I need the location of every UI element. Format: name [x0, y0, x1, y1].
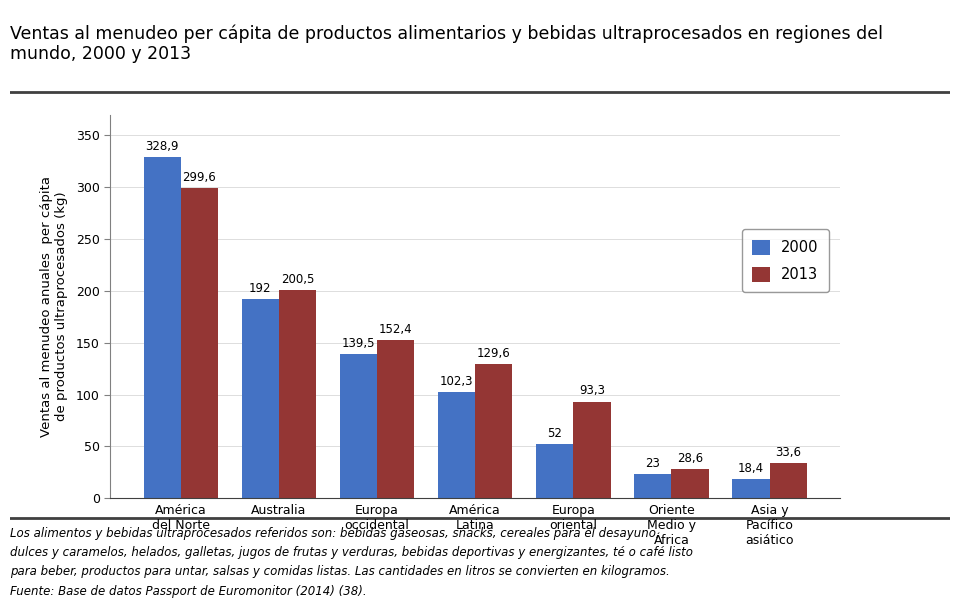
- Bar: [671, 469, 708, 498]
- Bar: [732, 479, 770, 498]
- Text: 33,6: 33,6: [775, 446, 802, 459]
- Text: 18,4: 18,4: [738, 462, 764, 475]
- Bar: [635, 475, 671, 498]
- Text: 328,9: 328,9: [146, 140, 179, 153]
- Bar: [438, 392, 475, 498]
- Text: Ventas al menudeo per cápita de productos alimentarios y bebidas ultraprocesados: Ventas al menudeo per cápita de producto…: [10, 24, 882, 63]
- Text: 192: 192: [249, 282, 272, 295]
- Bar: [573, 402, 611, 498]
- Text: 93,3: 93,3: [579, 384, 605, 397]
- Text: dulces y caramelos, helados, galletas, jugos de frutas y verduras, bebidas depor: dulces y caramelos, helados, galletas, j…: [10, 546, 692, 559]
- Text: 139,5: 139,5: [342, 336, 375, 350]
- Bar: [340, 354, 377, 498]
- Text: 299,6: 299,6: [182, 170, 216, 184]
- Bar: [475, 364, 513, 498]
- Bar: [536, 445, 573, 498]
- Text: 52: 52: [547, 427, 563, 440]
- Text: Fuente: Base de datos Passport de Euromonitor (2014) (38).: Fuente: Base de datos Passport de Euromo…: [10, 585, 366, 598]
- Y-axis label: Ventas al menudeo anuales  per cápita
de productos ultraprocesados (kg): Ventas al menudeo anuales per cápita de …: [39, 176, 68, 437]
- Bar: [279, 291, 316, 498]
- Text: 200,5: 200,5: [281, 274, 314, 286]
- Bar: [770, 463, 806, 498]
- Bar: [144, 158, 180, 498]
- Text: 28,6: 28,6: [677, 452, 703, 464]
- Bar: [180, 188, 218, 498]
- Text: 102,3: 102,3: [440, 375, 473, 388]
- Bar: [242, 299, 279, 498]
- Legend: 2000, 2013: 2000, 2013: [742, 230, 829, 292]
- Text: 152,4: 152,4: [379, 323, 413, 336]
- Text: para beber, productos para untar, salsas y comidas listas. Las cantidades en lit: para beber, productos para untar, salsas…: [10, 565, 669, 579]
- Text: Los alimentos y bebidas ultraprocesados referidos son: bebidas gaseosas, snacks,: Los alimentos y bebidas ultraprocesados …: [10, 527, 660, 540]
- Text: 23: 23: [645, 457, 660, 471]
- Text: 129,6: 129,6: [477, 347, 511, 360]
- Bar: [377, 340, 415, 498]
